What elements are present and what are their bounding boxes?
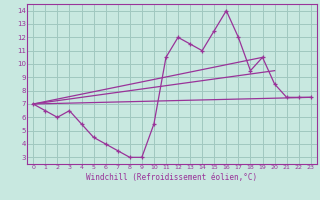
X-axis label: Windchill (Refroidissement éolien,°C): Windchill (Refroidissement éolien,°C) (86, 173, 258, 182)
